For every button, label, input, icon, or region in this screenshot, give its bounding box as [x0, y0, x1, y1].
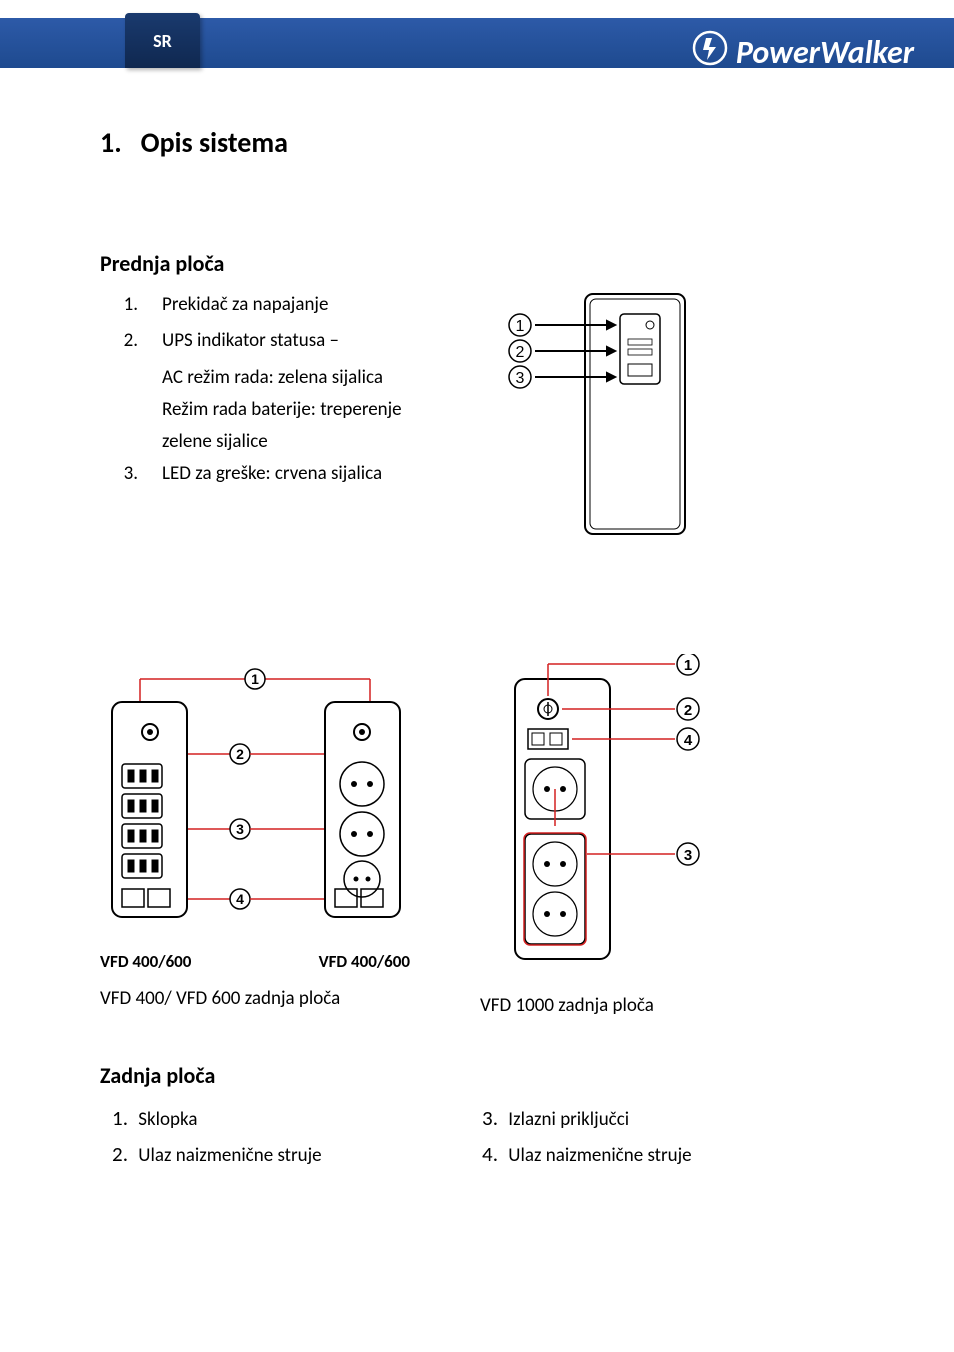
svg-text:1: 1: [516, 318, 525, 335]
rear-diagram-right: 1 2 4 3 VFD 1000 zadnja ploča: [480, 654, 740, 1017]
front-panel-row: 1.Prekidač za napajanje 2.UPS indikator …: [100, 289, 884, 544]
svg-text:4: 4: [236, 891, 244, 907]
language-tab: SR: [125, 13, 200, 68]
list-item: 1.Prekidač za napajanje: [100, 289, 460, 321]
language-code: SR: [153, 30, 172, 52]
list-item: 4. Ulaz naizmenične struje: [470, 1137, 840, 1173]
diagram-caption: VFD 400/ VFD 600 zadnja ploča: [100, 987, 480, 1010]
svg-text:3: 3: [516, 370, 525, 387]
svg-text:2: 2: [236, 746, 244, 762]
list-item: 2.UPS indikator statusa –: [100, 325, 460, 357]
brand-text: PowerWalker: [736, 33, 914, 72]
svg-text:1: 1: [684, 657, 692, 674]
model-label: VFD 400/600: [319, 951, 410, 972]
header-band: SR PowerWalker: [0, 18, 954, 68]
svg-text:4: 4: [684, 732, 693, 749]
rear-col-left: 1. Sklopka 2. Ulaz naizmenične struje: [100, 1101, 470, 1172]
front-panel-list: 1.Prekidač za napajanje 2.UPS indikator …: [100, 289, 460, 495]
front-panel-heading: Prednja ploča: [100, 250, 884, 277]
rear-diagram-left: 1 2 3 4: [100, 654, 480, 1017]
list-subitem: AC režim rada: zelena sijalica: [162, 362, 460, 394]
list-subitem: zelene sijalice: [162, 426, 460, 458]
svg-text:3: 3: [684, 847, 692, 864]
section-number: 1.: [100, 125, 122, 160]
list-subitem: Režim rada baterije: treperenje: [162, 394, 460, 426]
rear-panel-lists: 1. Sklopka 2. Ulaz naizmenične struje 3.…: [100, 1101, 884, 1172]
front-panel-diagram: 1 2 3: [490, 289, 710, 544]
section-title-text: Opis sistema: [141, 125, 288, 160]
svg-text:2: 2: [684, 702, 692, 719]
rear-diagrams-row: 1 2 3 4: [100, 654, 884, 1017]
list-item: 3.LED za greške: crvena sijalica: [100, 458, 460, 490]
page-content: 1. Opis sistema Prednja ploča 1.Prekidač…: [100, 125, 884, 1172]
brand-logo: PowerWalker: [692, 30, 914, 75]
section-title: 1. Opis sistema: [100, 125, 884, 160]
svg-text:2: 2: [516, 344, 525, 361]
diagram-caption: VFD 1000 zadnja ploča: [480, 994, 740, 1017]
rear-col-right: 3. Izlazni priključci 4. Ulaz naizmeničn…: [470, 1101, 840, 1172]
model-label: VFD 400/600: [100, 951, 191, 972]
list-item: 3. Izlazni priključci: [470, 1101, 840, 1137]
list-item: 1. Sklopka: [100, 1101, 470, 1137]
logo-icon: [692, 30, 728, 75]
rear-panel-heading: Zadnja ploča: [100, 1062, 884, 1089]
svg-text:3: 3: [236, 821, 244, 837]
svg-text:1: 1: [251, 671, 259, 687]
list-item: 2. Ulaz naizmenične struje: [100, 1137, 470, 1173]
rear-panel-section: Zadnja ploča 1. Sklopka 2. Ulaz naizmeni…: [100, 1062, 884, 1172]
